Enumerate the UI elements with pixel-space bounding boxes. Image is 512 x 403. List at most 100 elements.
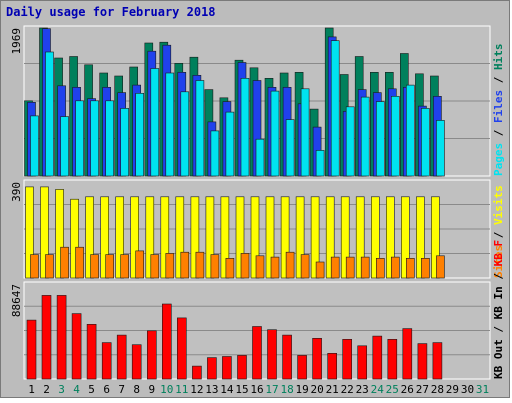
bar-hits-pages-day-7 xyxy=(120,108,129,177)
bar-hits-pages-day-2 xyxy=(45,51,54,177)
bar-kbytes-kb-f-day-23 xyxy=(357,345,368,380)
bar-visits-sites-day-4 xyxy=(75,246,84,279)
bar-hits-pages-day-21 xyxy=(330,40,340,177)
bar-kbytes-kb-f-day-22 xyxy=(342,338,353,380)
legend-sites: Sites xyxy=(492,245,505,278)
bar-hits-pages-day-3 xyxy=(60,116,69,177)
bar-hits-pages-day-27 xyxy=(421,108,430,177)
bar-visits-sites-day-19 xyxy=(300,254,310,279)
bar-visits-sites-day-18 xyxy=(285,251,295,279)
bar-visits-sites-day-17 xyxy=(270,256,280,279)
bar-visits-visits-day-14 xyxy=(220,196,230,279)
x-tick-label-day-16: 16 xyxy=(250,383,263,396)
bar-kbytes-kb-f-day-25 xyxy=(387,338,398,380)
x-tick-label-day-2: 2 xyxy=(43,383,50,396)
panel-visits: 390 Sites / Visits xyxy=(10,179,505,279)
bar-hits-pages-day-22 xyxy=(345,106,355,177)
x-tick-label-day-8: 8 xyxy=(133,383,140,396)
panel-hits: 1969 Pages / Files / Hits xyxy=(10,25,505,177)
bar-visits-sites-day-3 xyxy=(60,246,69,279)
x-axis-labels: 1 2 3 4 5 6 7 8 9 10 11 12 13 14 15 16 17 18 19 20 21 22 23 24 2… xyxy=(28,383,489,396)
legend-separator: / xyxy=(492,70,505,90)
bar-kbytes-kb-f-day-1 xyxy=(26,319,37,380)
bar-visits-sites-day-27 xyxy=(421,257,430,279)
bar-kbytes-kb-f-day-24 xyxy=(372,335,383,380)
bar-visits-visits-day-2 xyxy=(40,186,49,279)
x-tick-label-day-6: 6 xyxy=(103,383,110,396)
bar-visits-sites-day-8 xyxy=(135,250,144,279)
x-tick-label-day-14: 14 xyxy=(220,383,234,396)
bar-hits-pages-day-10 xyxy=(165,72,175,177)
bar-visits-sites-day-14 xyxy=(225,257,235,279)
bar-visits-sites-day-26 xyxy=(405,257,415,279)
bar-kbytes-kb-f-day-6 xyxy=(101,342,112,380)
bar-visits-sites-day-28 xyxy=(436,255,445,279)
bar-visits-visits-day-4 xyxy=(70,198,79,279)
bar-hits-pages-day-23 xyxy=(360,96,370,177)
bar-visits-visits-day-25 xyxy=(385,196,395,279)
x-tick-label-day-21: 21 xyxy=(326,383,339,396)
bar-kbytes-kb-f-day-2 xyxy=(41,295,52,380)
bar-hits-pages-day-26 xyxy=(405,84,415,177)
bar-visits-sites-day-9 xyxy=(150,254,160,279)
bar-visits-visits-day-8 xyxy=(130,196,139,279)
panel-visits-ymax-label: 390 xyxy=(10,182,23,202)
bar-kbytes-kb-f-day-17 xyxy=(267,329,277,380)
x-tick-label-day-12: 12 xyxy=(190,383,203,396)
bar-hits-pages-day-13 xyxy=(210,130,220,177)
bar-visits-sites-day-25 xyxy=(390,256,400,279)
bar-hits-pages-day-17 xyxy=(270,90,280,177)
x-tick-label-day-17: 17 xyxy=(265,383,278,396)
bar-visits-sites-day-16 xyxy=(255,255,265,279)
bar-visits-visits-day-24 xyxy=(370,196,380,279)
bar-kbytes-kb-f-day-16 xyxy=(252,326,262,380)
bar-hits-pages-day-14 xyxy=(225,111,235,177)
bar-kbytes-kb-f-day-28 xyxy=(432,342,443,380)
x-tick-label-day-27: 27 xyxy=(416,383,429,396)
x-tick-label-day-24: 24 xyxy=(371,383,385,396)
bar-hits-pages-day-20 xyxy=(315,150,325,177)
bar-visits-visits-day-5 xyxy=(85,196,94,279)
bar-kbytes-kb-f-day-20 xyxy=(312,337,322,380)
bar-visits-visits-day-22 xyxy=(340,196,350,279)
bar-visits-sites-day-10 xyxy=(165,253,175,279)
bar-visits-visits-day-6 xyxy=(100,196,109,279)
bar-visits-sites-day-22 xyxy=(345,256,355,279)
bar-visits-visits-day-17 xyxy=(265,196,275,279)
legend-hits: Hits xyxy=(492,44,505,71)
bar-visits-sites-day-21 xyxy=(330,256,340,279)
bar-kbytes-kb-f-day-26 xyxy=(402,328,413,380)
bar-visits-sites-day-15 xyxy=(240,253,250,279)
x-tick-label-day-11: 11 xyxy=(175,383,188,396)
bar-visits-visits-day-27 xyxy=(416,196,425,279)
x-tick-label-day-23: 23 xyxy=(356,383,369,396)
legend-separator: / xyxy=(492,123,505,143)
bar-visits-visits-day-19 xyxy=(295,196,305,279)
x-tick-label-day-5: 5 xyxy=(88,383,95,396)
legend-kb-in: KB In xyxy=(492,286,505,319)
bar-kbytes-kb-f-day-9 xyxy=(147,330,157,380)
x-tick-label-day-4: 4 xyxy=(73,383,80,396)
bar-visits-visits-day-11 xyxy=(175,196,185,279)
chart-title: Daily usage for February 2018 xyxy=(6,5,216,19)
x-tick-label-day-1: 1 xyxy=(28,383,35,396)
bar-hits-pages-day-8 xyxy=(135,93,144,177)
panel-hits-legend: Pages / Files / Hits xyxy=(492,44,505,177)
bar-kbytes-kb-f-day-12 xyxy=(192,365,202,380)
bar-hits-pages-day-9 xyxy=(150,68,160,177)
bar-hits-pages-day-4 xyxy=(75,100,84,177)
bar-kbytes-kb-f-day-10 xyxy=(162,303,172,380)
legend-separator: / xyxy=(492,225,505,245)
bar-hits-pages-day-18 xyxy=(285,119,295,177)
bar-visits-sites-day-11 xyxy=(180,251,190,279)
bar-visits-visits-day-26 xyxy=(400,196,410,279)
x-tick-label-day-7: 7 xyxy=(118,383,125,396)
x-tick-label-day-31: 31 xyxy=(476,383,489,396)
bar-hits-pages-day-15 xyxy=(240,78,250,177)
bar-kbytes-kb-f-day-19 xyxy=(297,355,307,380)
bar-kbytes-kb-f-day-3 xyxy=(56,295,67,380)
bar-visits-visits-day-23 xyxy=(355,196,365,279)
bar-visits-visits-day-20 xyxy=(310,196,320,279)
bar-kbytes-kb-f-day-5 xyxy=(86,323,97,380)
bar-kbytes-kb-f-day-11 xyxy=(177,317,187,380)
